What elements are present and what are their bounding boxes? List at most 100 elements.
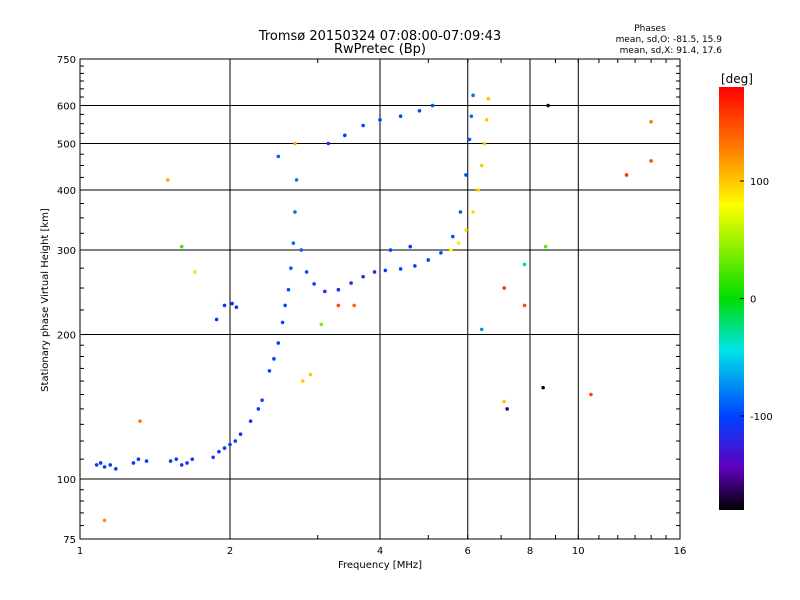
data-point — [458, 210, 463, 214]
data-point — [293, 210, 297, 214]
data-point — [222, 446, 227, 450]
phase-stats-header: Phases — [634, 24, 666, 34]
data-point — [413, 264, 417, 268]
data-point — [378, 118, 382, 122]
data-point — [293, 141, 297, 146]
series-isolated-echoes — [102, 103, 653, 523]
data-point — [486, 96, 491, 101]
data-point — [276, 154, 281, 159]
data-point — [168, 459, 173, 463]
data-point — [383, 268, 388, 273]
data-point — [217, 449, 221, 454]
data-point — [94, 463, 99, 467]
data-point — [108, 463, 113, 467]
data-point — [361, 123, 365, 128]
data-point — [193, 270, 197, 274]
data-point — [233, 439, 238, 443]
x-axis-label: Frequency [MHz] — [338, 560, 422, 571]
y-tick-label: 75 — [63, 535, 76, 546]
x-tick-label: 6 — [465, 546, 471, 557]
data-point — [522, 262, 527, 267]
data-point — [102, 465, 107, 469]
data-point — [388, 248, 393, 252]
data-point — [214, 317, 219, 322]
series-o-mode-traces — [94, 93, 475, 471]
chart-subtitle: RwPretec (Bp) — [334, 42, 426, 57]
data-point — [179, 463, 184, 467]
data-points — [94, 93, 653, 523]
data-point — [102, 518, 107, 523]
y-tick-label: 200 — [57, 331, 76, 342]
phase-stats-x: mean, sd,X: 91.4, 17.6 — [620, 46, 723, 56]
data-point — [185, 461, 189, 465]
data-point — [482, 141, 487, 146]
chart-title: Tromsø 20150324 07:08:00-07:09:43 — [258, 29, 501, 44]
data-point — [479, 163, 484, 168]
y-tick-label: 600 — [57, 102, 76, 113]
data-point — [649, 159, 653, 163]
colorbar-ticks: 100 0 -100 — [740, 177, 773, 423]
data-point — [336, 287, 341, 292]
data-point — [294, 178, 299, 182]
data-point — [541, 385, 545, 390]
data-point — [439, 251, 443, 255]
y-tick-label: 400 — [57, 186, 76, 197]
data-point — [165, 178, 170, 182]
y-tick-label: 300 — [57, 246, 76, 257]
data-point — [138, 419, 142, 423]
data-point — [449, 248, 453, 252]
data-point — [505, 407, 509, 411]
data-point — [543, 244, 548, 249]
data-point — [451, 234, 455, 239]
data-point — [471, 93, 475, 98]
series-x-mode-traces — [449, 96, 491, 252]
data-point — [283, 303, 287, 308]
y-tick-label: 750 — [57, 55, 76, 66]
data-point — [479, 327, 484, 332]
data-point — [230, 301, 234, 306]
plot-frame — [79, 58, 681, 540]
data-point — [190, 457, 195, 461]
data-point — [352, 303, 356, 308]
data-point — [291, 241, 296, 245]
data-point — [336, 303, 341, 308]
data-point — [222, 303, 227, 308]
grid — [79, 58, 681, 539]
data-point — [372, 270, 377, 274]
colorbar-tick-label: 0 — [750, 295, 756, 306]
x-tick-label: 2 — [227, 546, 233, 557]
data-point — [256, 407, 261, 411]
data-point — [426, 258, 431, 262]
data-point — [349, 281, 353, 285]
data-point — [502, 399, 506, 404]
data-point — [114, 467, 118, 471]
data-point — [589, 392, 593, 397]
data-point — [98, 461, 103, 465]
data-point — [131, 461, 136, 465]
data-point — [522, 303, 527, 308]
colorbar — [719, 87, 744, 510]
data-point — [248, 419, 253, 423]
data-point — [430, 103, 435, 108]
data-point — [476, 188, 481, 192]
x-axis-ticks: 1 2 4 6 8 10 16 — [77, 546, 687, 557]
data-point — [276, 341, 281, 345]
data-point — [299, 248, 304, 252]
data-point — [234, 305, 239, 310]
y-axis-label: Stationary phase Virtual Height [km] — [40, 208, 51, 392]
data-point — [343, 133, 347, 138]
data-point — [179, 244, 184, 249]
data-point — [456, 241, 461, 245]
x-tick-label: 4 — [377, 546, 383, 557]
data-point — [308, 372, 313, 377]
y-tick-label: 100 — [57, 475, 76, 486]
data-point — [471, 210, 475, 214]
data-point — [326, 141, 331, 146]
data-point — [238, 432, 243, 436]
data-point — [361, 274, 365, 279]
data-point — [319, 322, 324, 327]
data-point — [286, 287, 291, 292]
data-point — [289, 266, 293, 270]
data-point — [484, 118, 489, 122]
data-point — [398, 267, 403, 271]
